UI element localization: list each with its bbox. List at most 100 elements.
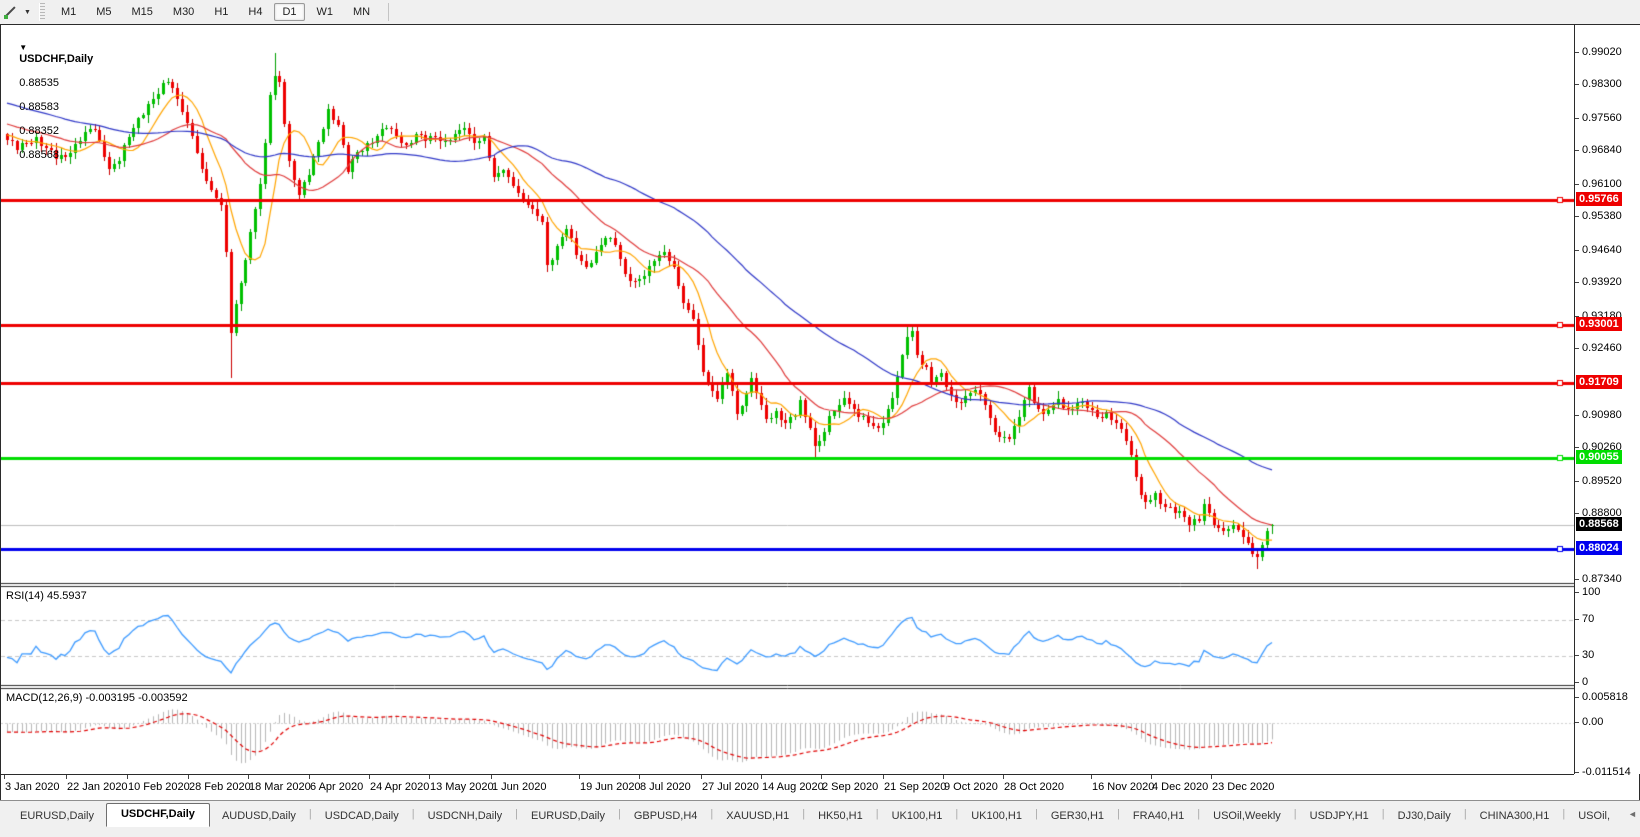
tick-dash [1575,216,1579,218]
tick-dash [1575,52,1579,53]
tick-dash [1575,513,1579,515]
tab-separator: | [1381,808,1385,820]
tick-dash [1575,150,1579,152]
ohlc-low: 0.88352 [19,125,59,137]
tick-dash [1575,282,1579,284]
toolbar-separator [388,3,390,21]
tick-dash [1575,480,1579,482]
chart-tab-usoil-weekly[interactable]: USOil,Weekly [1213,810,1281,822]
chart-title: ▼ USDCHF,Daily 0.88535 0.88583 0.88352 0… [7,29,93,173]
date-axis-label: 14 Aug 2020 [762,781,824,793]
tick-dash [1575,682,1579,683]
timeframe-buttons: M1 M5 M15 M30 H1 H4 D1 W1 MN [51,3,380,21]
price-chart-canvas[interactable] [1,25,1574,774]
tick-dash [1575,348,1579,350]
tab-scroll-left-icon[interactable]: ◄ [1628,809,1637,819]
timeframe-button-MN[interactable]: MN [345,3,378,21]
drawing-tool-icon[interactable] [2,3,22,21]
price-axis[interactable]: 0.99020 0.98300 0.97560 0.96840 0.96100 0.953… [1574,25,1640,778]
tab-separator: | [1117,808,1120,820]
date-axis-label: 16 Nov 2020 [1092,781,1155,793]
date-axis-tick [1003,775,1004,779]
date-axis-tick [701,775,702,779]
chart-tab-gbpusd-h4[interactable]: GBPUSD,H4 [633,810,698,822]
timeframe-toolbar: ▼ M1 M5 M15 M30 H1 H4 D1 W1 MN [0,0,1640,25]
date-axis-tick [66,775,67,779]
date-axis-label: 8 Jul 2020 [640,781,691,793]
date-axis-label: 24 Apr 2020 [370,781,430,793]
date-axis-label: 4 Dec 2020 [1152,781,1209,793]
tick-dash [1575,447,1579,449]
chart-tab-usdjpy-h1[interactable]: USDJPY,H1 [1309,810,1369,822]
hline-price-chip[interactable]: 0.93001 [1576,316,1622,331]
chart-tab-dj30-daily[interactable]: DJ30,Daily [1397,810,1451,822]
chart-tab-audusd-daily[interactable]: AUDUSD,Daily [221,810,296,822]
tab-separator: | [515,808,519,820]
hline-price-chip[interactable]: 0.90055 [1576,449,1622,464]
chart-tab-xauusd-h1[interactable]: XAUUSD,H1 [726,810,790,822]
chart-expander-icon[interactable]: ▼ [19,43,28,52]
date-axis-tick [579,775,580,779]
tick-dash [1575,579,1579,581]
timeframe-button-M5[interactable]: M5 [88,3,119,21]
tick-dash [1575,84,1579,86]
hline-price-chip[interactable]: 0.88024 [1576,541,1622,556]
tab-scroll-buttons: ◄ ► [1622,801,1640,827]
date-axis[interactable]: 3 Jan 2020 22 Jan 2020 10 Feb 2020 28 Feb 2… [1,774,1574,802]
chart-tab-bar: EURUSD,Daily USDCHF,Daily AUDUSD,Daily | USD… [0,800,1640,837]
hline-price-chip[interactable]: 0.91709 [1576,374,1622,389]
date-axis-label: 3 Jan 2020 [5,781,60,793]
chart-tab-fra40-h1[interactable]: FRA40,H1 [1132,810,1185,822]
tab-separator: | [1562,808,1566,820]
tick-dash [1575,315,1579,317]
hline-price-chip[interactable]: 0.95766 [1576,191,1622,206]
date-axis-label: 10 Feb 2020 [128,781,190,793]
tab-separator: | [1293,808,1297,820]
tick-dash [1575,414,1579,416]
chart-tab-usoil[interactable]: USOil, [1578,810,1611,822]
chart-tab-usdcnh-daily[interactable]: USDCNH,Daily [427,810,503,822]
current-price-chip: 0.88568 [1576,516,1622,531]
rsi-name: RSI(14) [6,590,44,602]
date-axis-label: 18 Mar 2020 [249,781,311,793]
timeframe-button-H4[interactable]: H4 [240,3,270,21]
chart-tab-usdchf-daily[interactable]: USDCHF,Daily [105,803,210,827]
timeframe-button-M15[interactable]: M15 [124,3,161,21]
chart-tab-eurusd-daily[interactable]: EURUSD,Daily [531,810,605,822]
chart-tab-uk100-h1[interactable]: UK100,H1 [891,810,943,822]
date-axis-label: 2 Sep 2020 [822,781,879,793]
date-axis-tick [821,775,822,779]
tick-dash [1575,722,1579,723]
chart-tab-hk50-h1[interactable]: HK50,H1 [818,810,863,822]
timeframe-button-H1[interactable]: H1 [206,3,236,21]
timeframe-button-W1[interactable]: W1 [309,3,342,21]
date-axis-tick [369,775,370,779]
tab-separator: | [875,808,879,820]
chart-tab-eurusd-daily[interactable]: EURUSD,Daily [20,810,94,822]
tick-dash [1575,183,1579,185]
tick-dash [1575,655,1579,656]
rsi-indicator-label: RSI(14) 45.5937 [6,590,87,602]
tab-separator: | [1463,808,1467,820]
tick-dash [1575,117,1579,119]
date-axis-tick [429,775,430,779]
drawing-tool-icon-dot [4,15,8,19]
toolbar-grip[interactable] [38,3,45,21]
timeframe-button-M30[interactable]: M30 [165,3,202,21]
date-axis-tick [188,775,189,779]
date-axis-label: 28 Oct 2020 [1004,781,1064,793]
chart-tab-china300-h1[interactable]: CHINA300,H1 [1479,810,1550,822]
date-axis-tick [1211,775,1212,779]
date-axis-tick [491,775,492,779]
tool-dropdown-caret[interactable]: ▼ [24,8,31,16]
tab-separator: | [710,808,714,820]
chart-tab-usdcad-daily[interactable]: USDCAD,Daily [324,810,399,822]
date-axis-label: 9 Oct 2020 [944,781,998,793]
chart-tab-uk100-h1[interactable]: UK100,H1 [971,810,1022,822]
chart-tab-ger30-h1[interactable]: GER30,H1 [1050,810,1105,822]
tick-dash [1575,619,1579,620]
timeframe-button-M1[interactable]: M1 [53,3,84,21]
date-axis-label: 21 Sep 2020 [884,781,947,793]
timeframe-button-D1[interactable]: D1 [274,3,305,21]
